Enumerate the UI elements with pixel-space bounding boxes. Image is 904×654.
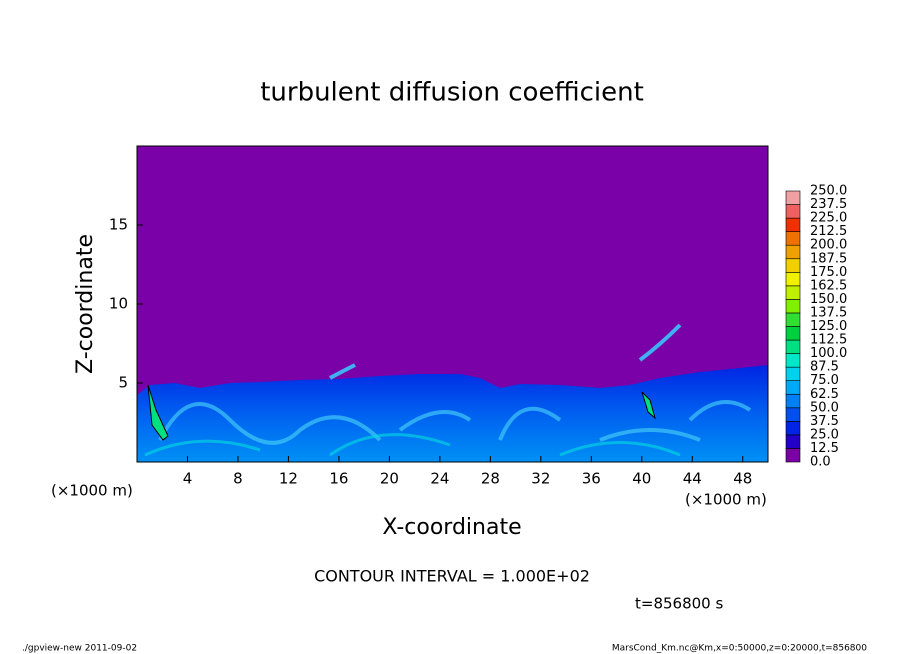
colorbar-box — [785, 244, 801, 260]
y-tick-label: 5 — [118, 374, 128, 392]
footer-right: MarsCond_Km.nc@Km,x=0:50000,z=0:20000,t=… — [612, 644, 867, 654]
time-label: t=856800 s — [635, 595, 723, 613]
colorbar-box — [785, 217, 801, 232]
colorbar-label: 25.0 — [810, 427, 839, 442]
colorbar-label: 87.5 — [810, 360, 839, 375]
y-tick-label: 15 — [109, 216, 128, 234]
colorbar-label: 125.0 — [810, 319, 847, 334]
colorbar-label: 237.5 — [810, 197, 847, 212]
colorbar-label: 175.0 — [810, 265, 847, 280]
contour-interval: CONTOUR INTERVAL = 1.000E+02 — [314, 567, 590, 586]
colorbar-label: 162.5 — [810, 278, 847, 293]
colorbar-box — [785, 353, 801, 368]
x-tick-label: 20 — [380, 470, 399, 488]
colorbar-box — [785, 380, 801, 395]
colorbar-label: 100.0 — [810, 346, 847, 361]
x-axis-label: X-coordinate — [382, 515, 521, 540]
x-tick-label: 44 — [683, 470, 702, 488]
x-tick-label: 48 — [733, 470, 752, 488]
colorbar-box — [785, 326, 801, 341]
colorbar-box — [785, 271, 801, 287]
colorbar-box — [785, 434, 801, 449]
x-tick-label: 24 — [430, 470, 449, 488]
x-tick-label: 36 — [582, 470, 601, 488]
y-tick-label: 10 — [109, 295, 128, 313]
colorbar-box — [785, 448, 801, 463]
colorbar-box — [785, 312, 801, 327]
colorbar-box — [785, 231, 801, 246]
colorbar-label: 37.5 — [810, 414, 839, 429]
x-tick-label: 4 — [183, 470, 193, 488]
x-tick-label: 40 — [632, 470, 651, 488]
colorbar-box — [785, 190, 801, 205]
chart-title: turbulent diffusion coefficient — [260, 78, 644, 108]
colorbar-box — [785, 407, 801, 422]
colorbar-label: 187.5 — [810, 251, 847, 266]
colorbar-box — [785, 339, 801, 354]
colorbar-label: 150.0 — [810, 292, 847, 307]
colorbar-box — [785, 258, 801, 273]
x-unit-left: (×1000 m) — [51, 482, 133, 500]
colorbar-box — [785, 285, 801, 300]
colorbar-label: 225.0 — [810, 211, 847, 226]
y-axis-label: Z-coordinate — [73, 234, 98, 374]
colorbar-label: 212.5 — [810, 224, 847, 239]
colorbar-box — [785, 366, 801, 381]
colorbar-label: 62.5 — [810, 387, 839, 402]
colorbar-label: 250.0 — [810, 184, 847, 199]
colorbar-label: 0.0 — [810, 455, 831, 470]
x-tick-label: 28 — [481, 470, 500, 488]
colorbar-box — [785, 299, 801, 314]
x-tick-label: 8 — [233, 470, 243, 488]
x-unit-right: (×1000 m) — [685, 491, 767, 509]
colorbar-box — [785, 421, 801, 436]
colorbar-label: 137.5 — [810, 305, 847, 320]
colorbar-label: 50.0 — [810, 400, 839, 415]
colorbar-label: 200.0 — [810, 238, 847, 253]
x-tick-label: 16 — [329, 470, 348, 488]
colorbar-label: 12.5 — [810, 441, 839, 456]
colorbar-label: 75.0 — [810, 373, 839, 388]
x-tick-label: 12 — [279, 470, 298, 488]
colorbar-label: 112.5 — [810, 333, 847, 348]
colorbar-box — [785, 204, 801, 219]
x-tick-label: 32 — [531, 470, 550, 488]
colorbar-box — [785, 393, 801, 409]
footer-left: ./gpview-new 2011-09-02 — [22, 644, 137, 654]
field-shapes — [137, 323, 768, 462]
